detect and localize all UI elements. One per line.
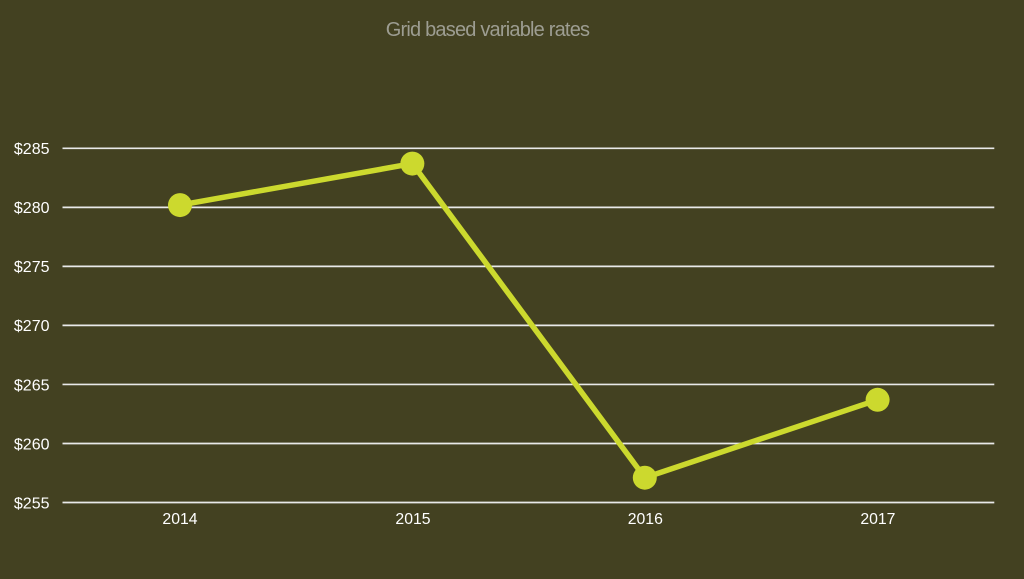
svg-text:$265: $265 [14, 377, 50, 394]
svg-text:$275: $275 [14, 259, 50, 276]
svg-text:$285: $285 [14, 141, 50, 158]
svg-text:2017: 2017 [860, 511, 895, 528]
svg-text:$280: $280 [14, 200, 50, 217]
svg-text:$260: $260 [14, 436, 50, 453]
svg-text:2014: 2014 [162, 511, 197, 528]
svg-text:$255: $255 [14, 495, 50, 512]
svg-text:2015: 2015 [395, 511, 430, 528]
svg-text:2016: 2016 [628, 511, 663, 528]
svg-text:$270: $270 [14, 318, 50, 335]
svg-text:Grid based variable rates: Grid based variable rates [386, 19, 590, 41]
